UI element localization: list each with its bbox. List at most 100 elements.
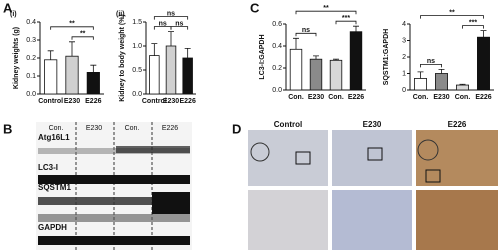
band bbox=[38, 236, 190, 245]
x-tick-label: E226 bbox=[85, 98, 101, 105]
bar bbox=[44, 59, 58, 95]
band bbox=[152, 192, 190, 214]
y-tick-label: 0.0 bbox=[132, 91, 142, 98]
y-tick-label: 0.4 bbox=[26, 19, 36, 26]
significance-bracket bbox=[71, 36, 94, 40]
significance-label: ** bbox=[323, 5, 329, 12]
micrograph bbox=[332, 130, 412, 186]
error-bar bbox=[333, 58, 339, 61]
error-bar bbox=[438, 68, 445, 74]
error-bar bbox=[313, 55, 319, 60]
significance-label: ns bbox=[302, 27, 310, 34]
column-label: Control bbox=[274, 120, 302, 129]
significance-label: ns bbox=[159, 20, 167, 27]
lane-label: E230 bbox=[86, 125, 102, 132]
y-tick-label: 0.0 bbox=[272, 87, 282, 94]
micrograph bbox=[416, 130, 498, 186]
y-tick-label: 0.2 bbox=[272, 65, 282, 72]
bar bbox=[309, 58, 323, 91]
error-bar bbox=[69, 41, 75, 57]
bar bbox=[165, 45, 177, 95]
micrograph bbox=[416, 190, 498, 250]
significance-bracket bbox=[50, 26, 94, 30]
significance-bracket bbox=[335, 20, 357, 25]
panel-label: B bbox=[3, 121, 12, 136]
significance-label: *** bbox=[342, 15, 350, 22]
error-bar bbox=[459, 83, 466, 86]
bar bbox=[435, 73, 448, 91]
x-tick-label: E230 bbox=[64, 98, 80, 105]
glomerulus bbox=[417, 139, 439, 161]
x-tick-label: E230 bbox=[163, 98, 179, 105]
significance-bracket bbox=[295, 10, 357, 15]
lane-label: Con. bbox=[49, 125, 64, 132]
significance-label: ns bbox=[427, 58, 435, 65]
bar bbox=[349, 31, 363, 91]
bar bbox=[149, 55, 160, 95]
x-tick-label: Control bbox=[142, 98, 167, 105]
y-tick-label: 2 bbox=[402, 54, 406, 61]
column-label: E226 bbox=[448, 120, 467, 129]
y-tick-label: 0.6 bbox=[272, 21, 282, 28]
error-bar bbox=[47, 50, 54, 60]
band bbox=[38, 197, 152, 205]
band bbox=[38, 175, 190, 184]
y-tick-label: 4 bbox=[402, 21, 406, 28]
column-label: E230 bbox=[363, 120, 382, 129]
error-bar bbox=[90, 64, 97, 73]
inset-box bbox=[425, 169, 441, 183]
error-bar bbox=[168, 31, 174, 46]
bar bbox=[65, 55, 79, 95]
significance-label: ** bbox=[449, 9, 455, 16]
bar bbox=[182, 57, 193, 95]
significance-bracket bbox=[420, 63, 442, 68]
y-axis-label: LC3-I:GAPDH bbox=[259, 34, 266, 79]
error-bar bbox=[151, 43, 158, 56]
y-tick-label: 0 bbox=[402, 87, 406, 94]
lane-label: Con. bbox=[125, 125, 140, 132]
band-label: GAPDH bbox=[38, 223, 67, 232]
bar bbox=[289, 48, 303, 91]
band bbox=[38, 214, 190, 222]
panel-label: D bbox=[232, 121, 241, 136]
bar bbox=[86, 72, 100, 95]
y-tick-label: 0.2 bbox=[26, 55, 36, 62]
bar bbox=[329, 59, 343, 91]
band bbox=[116, 146, 190, 153]
lane-label: E226 bbox=[162, 125, 178, 132]
y-tick-label: 0.3 bbox=[26, 37, 36, 44]
subpanel-label: (ii) bbox=[116, 11, 125, 18]
x-tick-label: Con. bbox=[288, 94, 304, 101]
blot bbox=[36, 122, 192, 250]
bar bbox=[456, 84, 469, 91]
y-tick-label: 0.4 bbox=[272, 43, 282, 50]
band bbox=[38, 148, 190, 154]
significance-bracket bbox=[170, 26, 189, 30]
micrograph bbox=[248, 190, 328, 250]
y-tick-label: 0.5 bbox=[132, 67, 142, 74]
error-bar bbox=[353, 25, 359, 32]
micrograph bbox=[332, 190, 412, 250]
y-axis-label: Kidney to body weight (%) bbox=[119, 14, 126, 102]
x-tick-label: E230 bbox=[308, 94, 324, 101]
significance-label: ns bbox=[167, 10, 175, 17]
significance-bracket bbox=[295, 32, 317, 37]
bar bbox=[477, 36, 490, 91]
histology bbox=[248, 130, 498, 250]
significance-label: ** bbox=[69, 21, 75, 28]
y-axis-label: Kidney weights (g) bbox=[13, 27, 20, 89]
error-bar bbox=[417, 71, 424, 79]
error-bar bbox=[184, 48, 191, 58]
x-tick-label: E226 bbox=[475, 94, 491, 101]
y-tick-label: 1 bbox=[402, 70, 406, 77]
significance-label: ** bbox=[80, 31, 86, 38]
glomerulus bbox=[250, 142, 270, 162]
x-tick-label: Control bbox=[38, 98, 63, 105]
y-tick-label: 0.0 bbox=[26, 91, 36, 98]
y-axis-label: SQSTM1:GAPDH bbox=[383, 29, 390, 85]
inset-box bbox=[295, 151, 311, 165]
bar bbox=[414, 78, 427, 91]
x-tick-label: E226 bbox=[348, 94, 364, 101]
significance-label: *** bbox=[469, 19, 477, 26]
significance-label: ns bbox=[175, 20, 183, 27]
